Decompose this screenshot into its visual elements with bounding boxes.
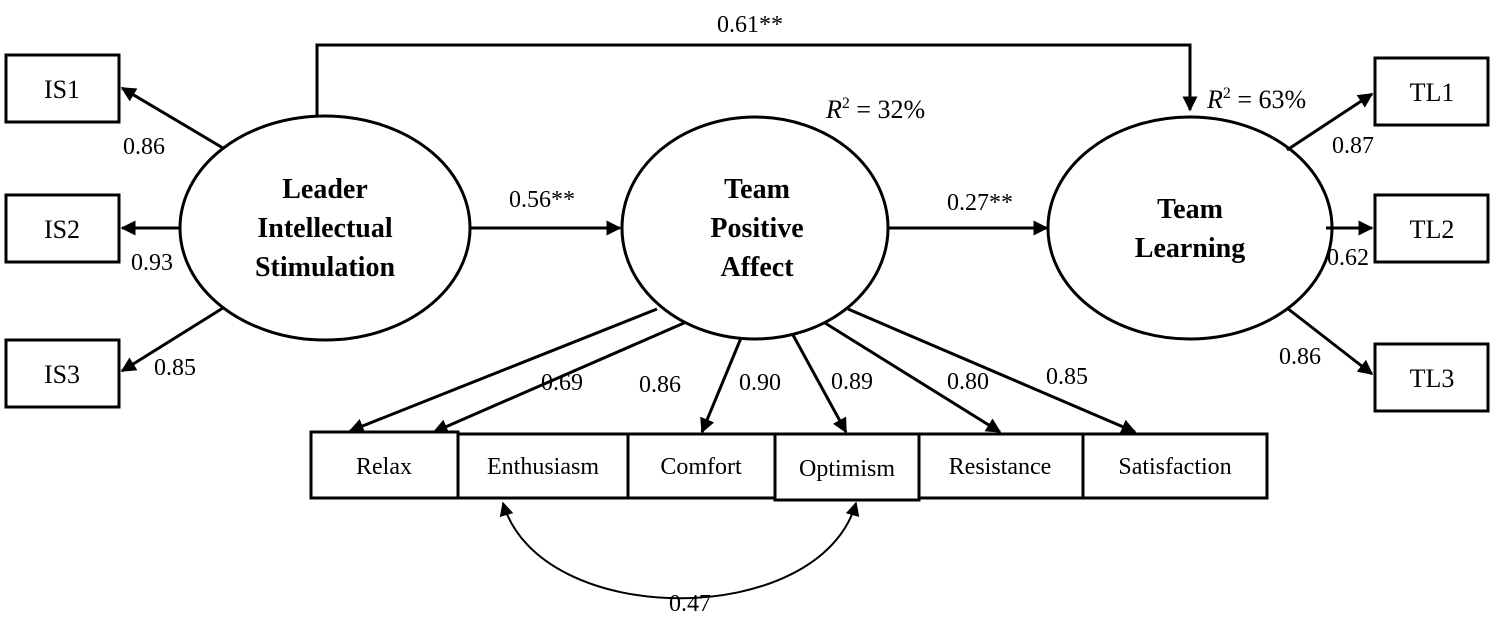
loading-comfort: 0.90 — [739, 370, 781, 396]
indicator-box — [1081, 432, 1269, 500]
loading-tl3: 0.86 — [1279, 344, 1321, 370]
indicator-label: TL1 — [1410, 78, 1455, 107]
indicator-label: TL3 — [1410, 364, 1455, 393]
latent-ellipse — [1046, 115, 1334, 341]
indicator-box — [917, 432, 1085, 500]
latent-label-line1: Team — [724, 174, 790, 205]
loading-is3: 0.85 — [154, 355, 196, 381]
loading-arrow-resistance — [824, 321, 1002, 434]
loading-arrow-tl3 — [1286, 306, 1374, 376]
coef-tpa-tl: 0.27** — [947, 190, 1013, 216]
indicator-tl1: TL1 — [1373, 56, 1490, 127]
indicator-box — [1373, 193, 1490, 264]
r2-value: = 63% — [1231, 85, 1306, 114]
latent-team-positive-affect: Team Positive Affect — [620, 115, 890, 341]
indicator-label: IS2 — [44, 215, 80, 244]
indicator-label: Satisfaction — [1118, 454, 1231, 480]
loading-arrow-tl1 — [1286, 92, 1374, 152]
r2-superscript: 2 — [842, 95, 850, 112]
indicator-is3: IS3 — [4, 338, 121, 409]
indicator-box — [309, 430, 460, 500]
indicator-label: Resistance — [949, 454, 1052, 480]
indicator-box — [4, 338, 121, 409]
r-squared-tpa: R2 = 32% — [825, 95, 925, 124]
loading-arrow-optimism — [791, 334, 848, 434]
r2-symbol: R — [825, 95, 842, 124]
coef-lis-tl: 0.61** — [717, 12, 783, 38]
latent-label-line2: Learning — [1135, 233, 1245, 264]
indicator-comfort: Comfort — [626, 432, 777, 500]
indicator-box — [456, 432, 630, 500]
loading-arrow-is1 — [120, 86, 224, 150]
latent-label-line2: Positive — [710, 213, 803, 244]
loading-tl1: 0.87 — [1332, 133, 1374, 159]
indicator-enthusiasm: Enthusiasm — [456, 432, 630, 500]
indicator-relax: Relax — [309, 430, 460, 500]
indicator-box — [4, 53, 121, 124]
latent-label-line1: Leader — [282, 174, 368, 205]
latent-label-line3: Affect — [720, 252, 794, 283]
indicator-satisfaction: Satisfaction — [1081, 432, 1269, 500]
indicator-tl2: TL2 — [1373, 193, 1490, 264]
indicator-label: IS3 — [44, 360, 80, 389]
indicator-is1: IS1 — [4, 53, 121, 124]
indicator-is2: IS2 — [4, 193, 121, 264]
r2-value: = 32% — [850, 95, 925, 124]
indicator-label: Comfort — [660, 454, 742, 480]
direct-effect-arrow — [315, 43, 1198, 115]
loading-arrow-enthusiasm — [432, 321, 685, 434]
loading-arrow-satisfaction — [847, 307, 1137, 434]
loading-relax: 0.69 — [541, 370, 583, 396]
indicator-optimism: Optimism — [773, 432, 921, 502]
path-lis-to-tl: 0.61** — [315, 12, 1198, 115]
loading-enthusiasm: 0.86 — [639, 372, 681, 398]
latent-label-line1: Team — [1157, 194, 1223, 225]
indicator-label: IS1 — [44, 75, 80, 104]
covariance-value: 0.47 — [669, 591, 711, 617]
loading-arrow-relax — [348, 307, 658, 433]
latent-label-line3: Stimulation — [255, 252, 395, 283]
indicator-label: Relax — [356, 454, 412, 480]
indicator-tl3: TL3 — [1373, 342, 1490, 413]
loading-arrow-is3 — [120, 306, 224, 373]
covariance-curve — [499, 501, 860, 600]
loading-satisfaction: 0.85 — [1046, 364, 1088, 390]
loading-resistance: 0.80 — [947, 369, 989, 395]
latent-team-learning: Team Learning — [1046, 115, 1334, 341]
indicator-box — [4, 193, 121, 264]
indicator-box — [1373, 56, 1490, 127]
loading-is1: 0.86 — [123, 134, 165, 160]
loading-arrow-comfort — [700, 337, 743, 434]
indicator-resistance: Resistance — [917, 432, 1085, 500]
loading-optimism: 0.89 — [831, 369, 873, 395]
latent-label-line2: Intellectual — [257, 213, 393, 244]
coef-lis-tpa: 0.56** — [509, 187, 575, 213]
r2-symbol: R — [1206, 85, 1223, 114]
indicator-box — [773, 432, 921, 502]
indicator-label: TL2 — [1410, 215, 1455, 244]
r-squared-tl: R2 = 63% — [1206, 85, 1306, 114]
indicator-label: Enthusiasm — [487, 454, 599, 480]
loading-is2: 0.93 — [131, 250, 173, 276]
r2-superscript: 2 — [1223, 85, 1231, 102]
loading-tl2: 0.62 — [1327, 245, 1369, 271]
indicator-label: Optimism — [799, 456, 895, 482]
indicator-box — [1373, 342, 1490, 413]
latent-leader-intellectual-stimulation: Leader Intellectual Stimulation — [178, 114, 472, 342]
